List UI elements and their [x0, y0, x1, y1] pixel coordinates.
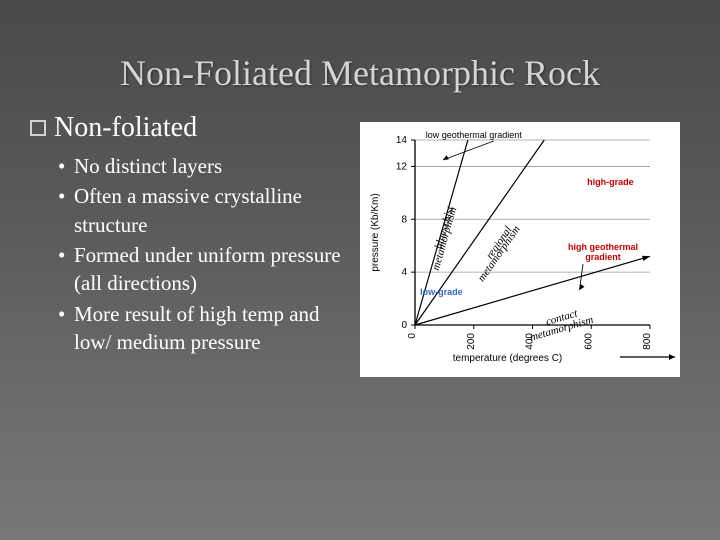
svg-text:temperature (degrees C): temperature (degrees C): [453, 353, 563, 364]
chart-column: 04812140200400600800pressure (Kb/Km)temp…: [360, 112, 690, 377]
svg-text:8: 8: [401, 214, 407, 225]
bullet-list: No distinct layers Often a massive cryst…: [30, 152, 350, 356]
svg-text:4: 4: [401, 267, 407, 278]
chart-svg: 04812140200400600800pressure (Kb/Km)temp…: [360, 122, 680, 377]
list-item: Often a massive crystalline structure: [58, 182, 350, 239]
slide-title: Non-Foliated Metamorphic Rock: [0, 0, 720, 94]
svg-text:low-grade: low-grade: [420, 287, 463, 297]
svg-text:pressure (Kb/Km): pressure (Kb/Km): [370, 193, 381, 271]
svg-text:high geothermalgradient: high geothermalgradient: [568, 242, 638, 262]
list-item: No distinct layers: [58, 152, 350, 180]
list-item: More result of high temp and low/ medium…: [58, 300, 350, 357]
square-bullet-icon: [30, 120, 46, 136]
subheading-text: Non-foliated: [54, 112, 197, 144]
content-area: Non-foliated No distinct layers Often a …: [0, 94, 720, 377]
metamorphism-chart: 04812140200400600800pressure (Kb/Km)temp…: [360, 122, 680, 377]
svg-text:0: 0: [407, 333, 418, 339]
svg-text:14: 14: [396, 135, 408, 146]
svg-text:200: 200: [466, 333, 477, 350]
svg-text:800: 800: [642, 333, 653, 350]
svg-text:12: 12: [396, 161, 408, 172]
svg-text:high-grade: high-grade: [587, 177, 634, 187]
text-column: Non-foliated No distinct layers Often a …: [30, 112, 360, 377]
list-item: Formed under uniform pressure (all direc…: [58, 241, 350, 298]
svg-text:600: 600: [583, 333, 594, 350]
svg-text:low geothermal gradient: low geothermal gradient: [426, 130, 523, 140]
svg-text:0: 0: [401, 320, 407, 331]
subheading: Non-foliated: [30, 112, 350, 144]
